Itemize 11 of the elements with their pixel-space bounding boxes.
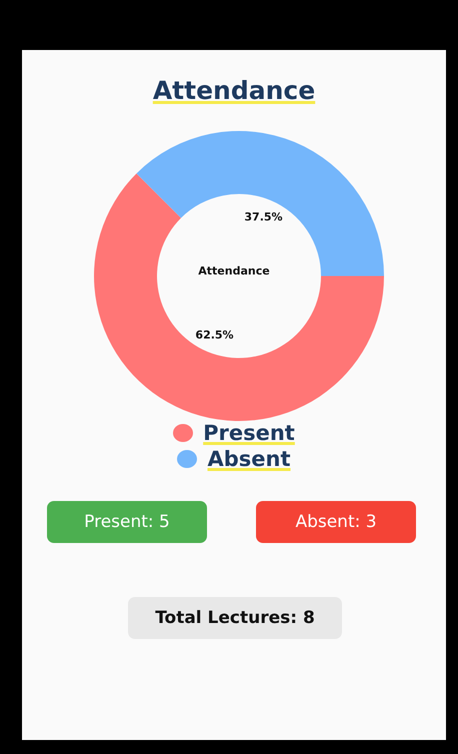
text: Present: 5 [47, 501, 207, 543]
legend-label: Present [203, 421, 295, 445]
donut-slice [94, 173, 384, 421]
chart-title: Attendance [152, 76, 316, 105]
data-label: 62.5% [195, 328, 234, 342]
data-label: 37.5% [244, 210, 283, 224]
legend-label: Absent [207, 447, 290, 471]
text: Absent: 3 [256, 501, 416, 543]
text: Total Lectures: 8 [128, 597, 342, 639]
text: Attendance [198, 264, 270, 278]
donut-slice [136, 131, 384, 276]
